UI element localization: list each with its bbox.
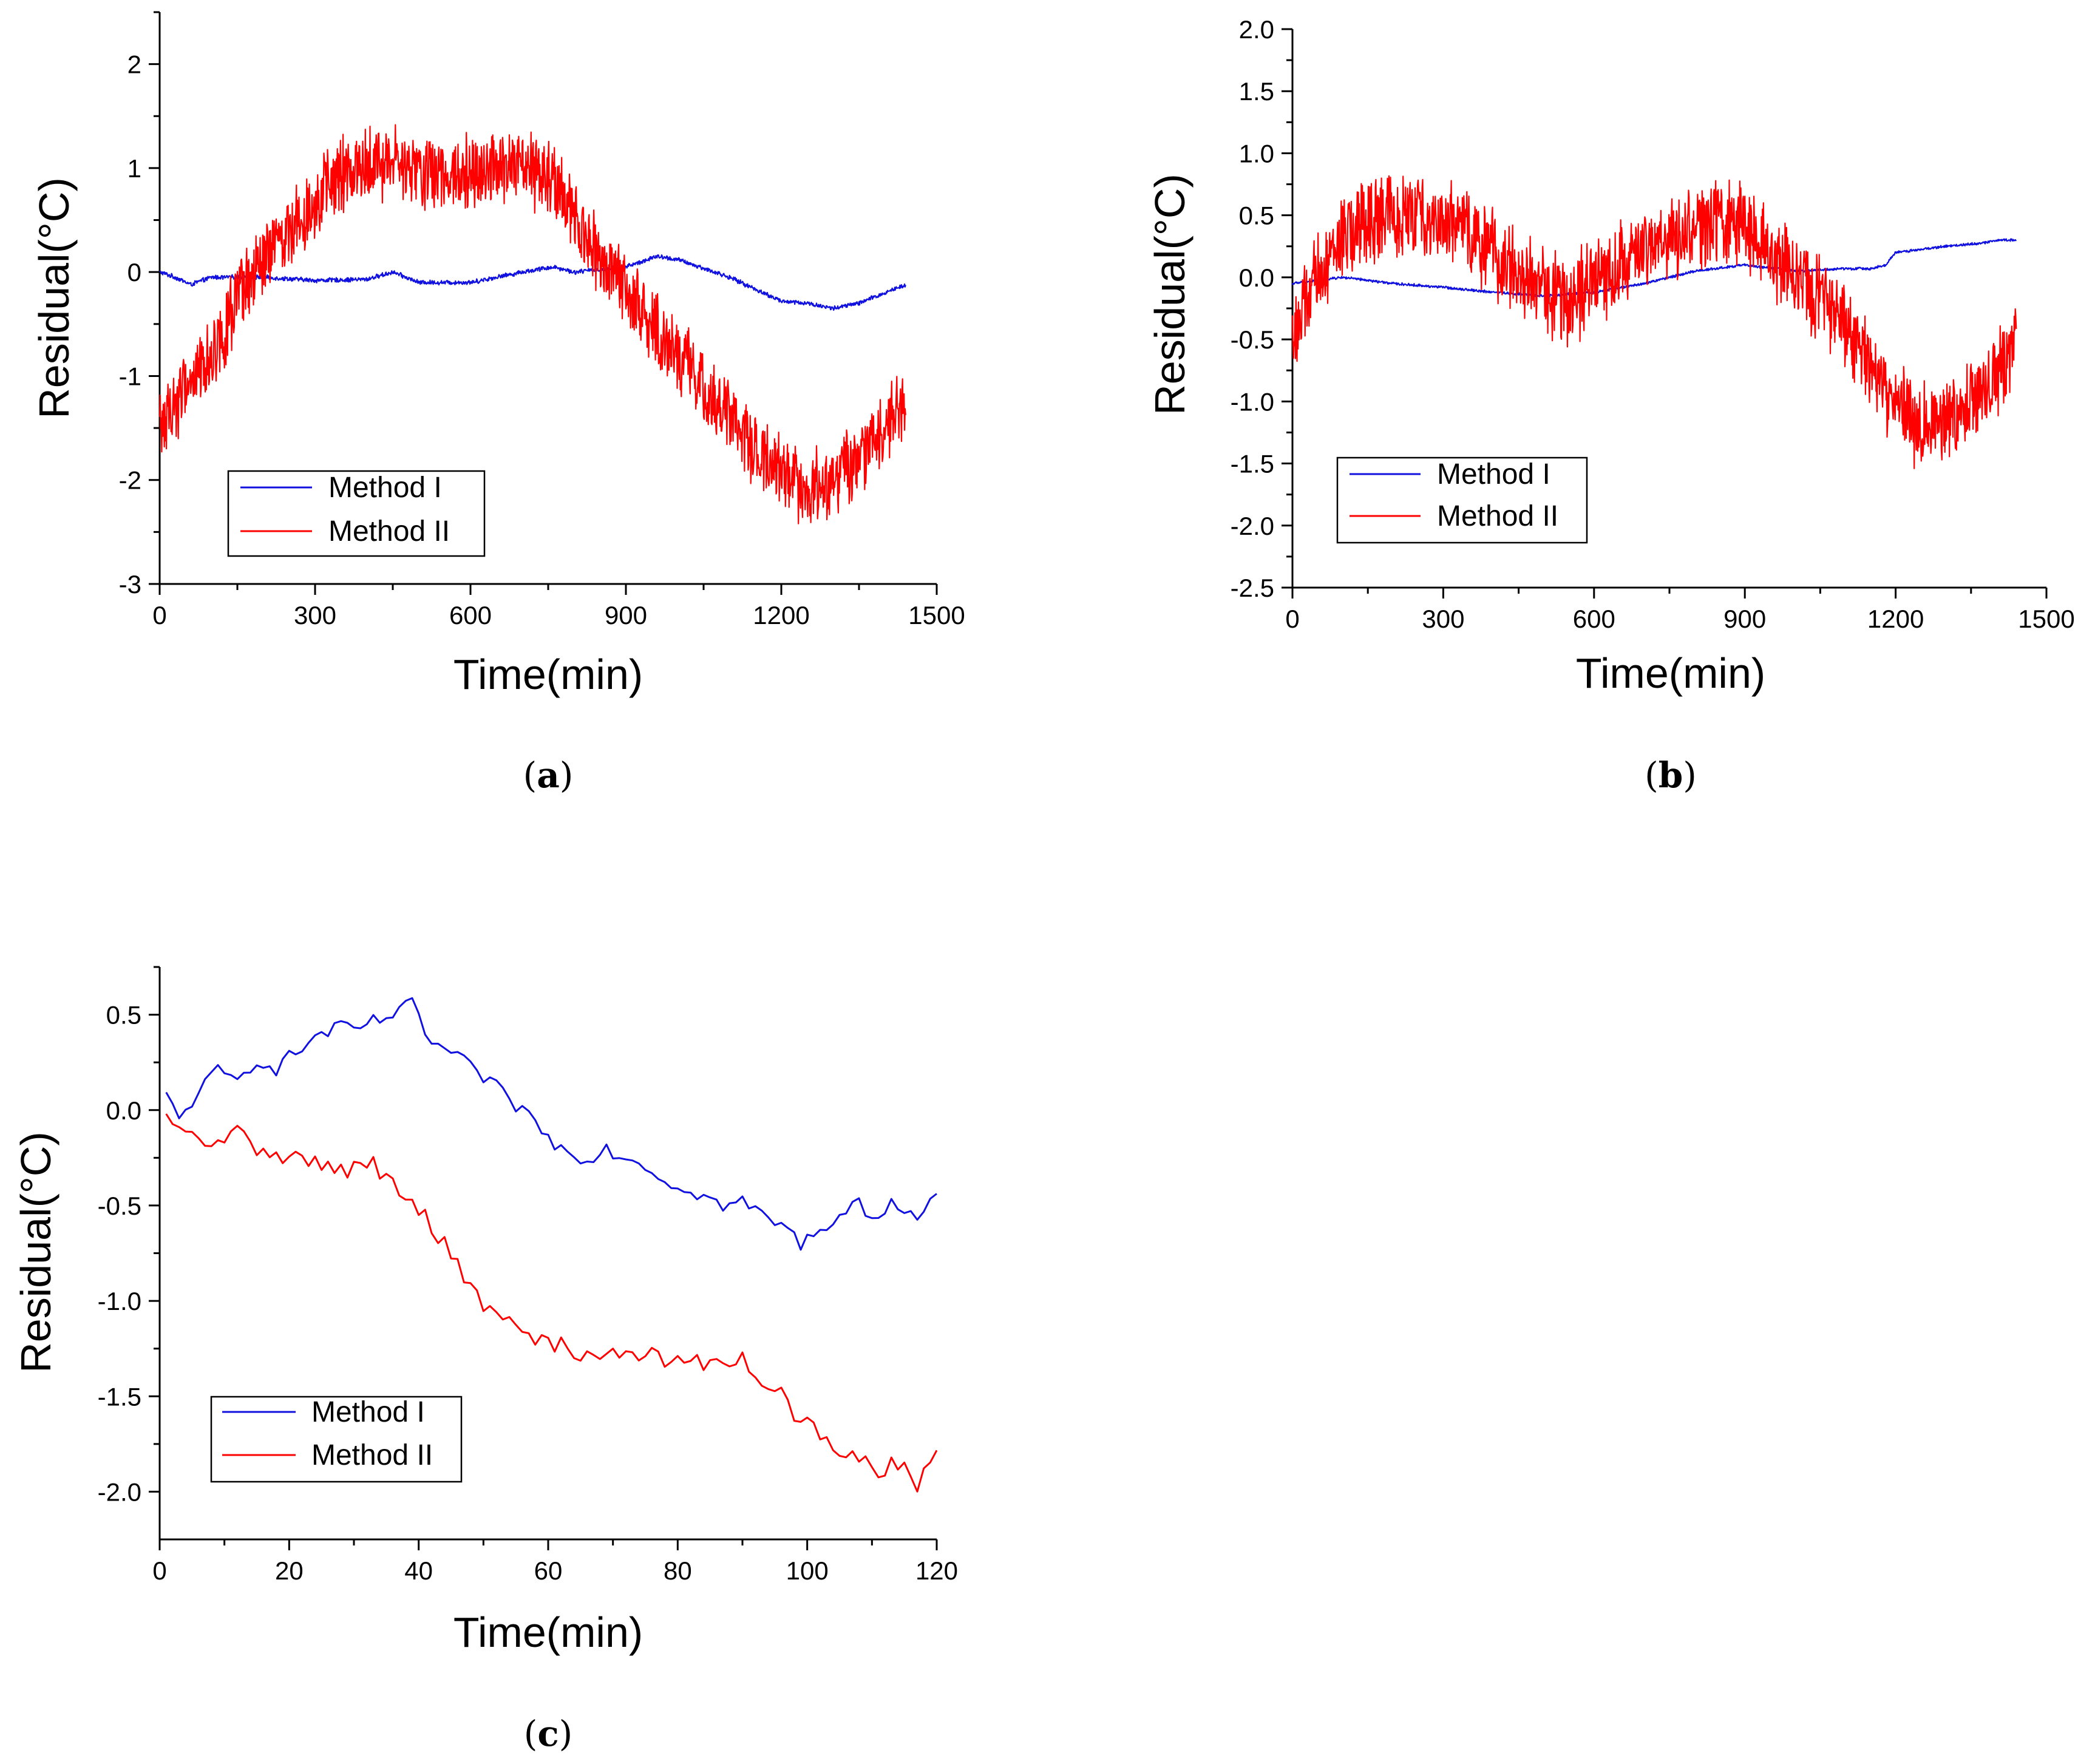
y-tick-label: -2 xyxy=(119,466,141,495)
y-tick-label: -1.0 xyxy=(1231,387,1274,416)
x-tick-label: 1500 xyxy=(908,601,965,629)
panel-label-close-paren: ) xyxy=(560,755,574,796)
x-tick-label: 300 xyxy=(1422,605,1464,633)
x-axis-title: Time(min) xyxy=(453,1609,643,1656)
y-tick-label: 2 xyxy=(127,50,141,79)
panel-label-open-paren: ( xyxy=(523,755,537,796)
y-tick-label: 1.5 xyxy=(1239,77,1274,106)
x-tick-label: 600 xyxy=(1573,605,1615,633)
x-tick-label: 1200 xyxy=(753,601,809,629)
panel-label-open-paren: ( xyxy=(1645,755,1659,796)
x-tick-label: 0 xyxy=(152,1556,166,1585)
legend-label-method-2: Method II xyxy=(311,1439,433,1471)
x-tick-label: 40 xyxy=(404,1556,433,1585)
legend-box xyxy=(1336,456,1588,544)
x-tick-label: 0 xyxy=(152,601,166,629)
panel-label: (b) xyxy=(1645,755,1697,796)
y-tick-label: 0.0 xyxy=(106,1096,141,1125)
y-tick-label: -2.0 xyxy=(98,1477,141,1506)
x-tick-label: 900 xyxy=(605,601,647,629)
panel-label-letter: c xyxy=(537,1713,559,1754)
legend-box xyxy=(227,470,486,557)
y-tick-label: 0.5 xyxy=(1239,202,1274,230)
y-tick-label: 0.5 xyxy=(106,1001,141,1030)
y-tick-label: -0.5 xyxy=(98,1192,141,1220)
series-line-method-1 xyxy=(1291,238,2017,297)
y-tick-label: -0.5 xyxy=(1231,325,1274,354)
y-tick-label: 0 xyxy=(127,258,141,287)
x-tick-label: 900 xyxy=(1723,605,1766,633)
x-tick-label: 60 xyxy=(534,1556,563,1585)
panel-label-letter: a xyxy=(537,755,560,796)
legend-label-method-2: Method II xyxy=(328,515,450,548)
legend-box xyxy=(210,1396,463,1483)
series-line-method-1 xyxy=(165,997,937,1251)
y-tick-label: 2.0 xyxy=(1239,15,1274,44)
legend-label-method-2: Method II xyxy=(1437,500,1558,532)
series-line-method-2 xyxy=(165,1113,938,1493)
panel-label-close-paren: ) xyxy=(1683,755,1697,796)
y-tick-label: 0.0 xyxy=(1239,263,1274,292)
series-line-method-2 xyxy=(158,124,906,524)
x-tick-label: 80 xyxy=(664,1556,692,1585)
x-tick-label: 1500 xyxy=(2018,605,2074,633)
x-tick-label: 0 xyxy=(1285,605,1299,633)
y-tick-label: 1.0 xyxy=(1239,139,1274,168)
legend-label-method-1: Method I xyxy=(328,472,442,504)
panel-label-close-paren: ) xyxy=(559,1713,573,1754)
legend-label-method-1: Method I xyxy=(311,1396,425,1428)
legend: Method I Method II xyxy=(227,470,486,557)
chart-panel-b: 0 300 600 900 1200 1500 -2.5 -2.0 -1.5 -1.0 -0.5 0.… xyxy=(1146,15,2075,796)
x-tick-label: 600 xyxy=(449,601,492,629)
x-axis-title: Time(min) xyxy=(453,651,643,698)
y-axis-title: Residual(°C) xyxy=(1146,174,1194,415)
y-tick-label: -1.5 xyxy=(1231,450,1274,478)
y-tick-label: -1 xyxy=(119,362,141,390)
y-axis-title: Residual(°C) xyxy=(12,1131,59,1373)
x-tick-label: 100 xyxy=(786,1556,829,1585)
y-tick-label: -3 xyxy=(119,570,141,599)
panel-label: (c) xyxy=(524,1713,573,1754)
y-tick-label: -1.0 xyxy=(98,1287,141,1315)
series-line-method-2 xyxy=(1291,175,2017,469)
legend: Method I Method II xyxy=(210,1396,463,1483)
x-tick-label: 1200 xyxy=(1867,605,1924,633)
x-tick-label: 300 xyxy=(294,601,336,629)
panel-label-open-paren: ( xyxy=(524,1713,538,1754)
y-tick-label: -2.0 xyxy=(1231,512,1274,540)
y-tick-label: 1 xyxy=(127,154,141,183)
chart-panel-c: 0 20 40 60 80 100 120 -2.0 -1.5 -1.0 -0.5 0.0 0.5 Met… xyxy=(12,966,958,1754)
x-tick-label: 120 xyxy=(915,1556,958,1585)
legend-label-method-1: Method I xyxy=(1437,458,1550,490)
panel-label: (a) xyxy=(523,755,574,796)
legend: Method I Method II xyxy=(1336,456,1588,544)
y-tick-label: -1.5 xyxy=(98,1382,141,1411)
y-axis-title: Residual(°C) xyxy=(30,177,78,419)
x-axis-title: Time(min) xyxy=(1576,650,1765,697)
y-tick-label: -2.5 xyxy=(1231,574,1274,602)
panel-label-letter: b xyxy=(1659,755,1683,796)
x-tick-label: 20 xyxy=(275,1556,304,1585)
series-line-method-1 xyxy=(159,254,906,311)
